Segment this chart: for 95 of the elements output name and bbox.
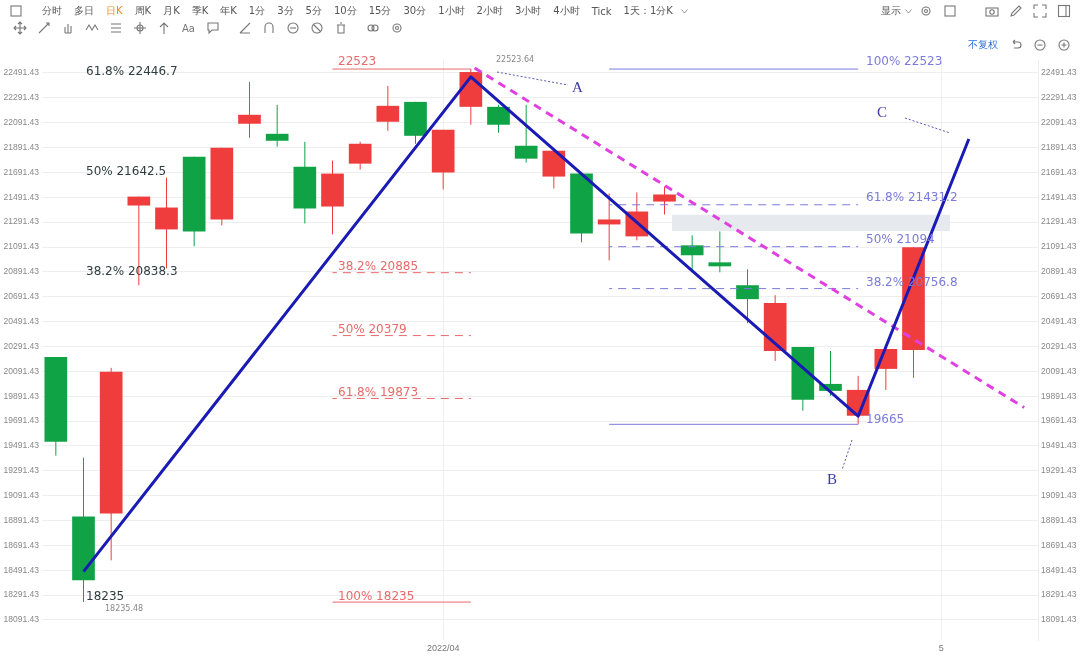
annotation: 61.8% 22446.7 — [86, 64, 178, 79]
y-tick-label: 20691.43 — [3, 291, 40, 302]
text: 2小时 — [476, 4, 503, 18]
y-tick-label: 18491.43 — [3, 564, 40, 575]
x-tick-label: 5 — [938, 642, 944, 653]
annotation: 22523 — [338, 54, 377, 69]
annotation: 18235 — [86, 589, 125, 604]
y2-tick-label: 18091.43 — [1041, 614, 1077, 625]
text: 季K — [191, 4, 209, 18]
annotation: 38.2% 20885 — [338, 259, 419, 274]
text: 周K — [134, 4, 152, 18]
y2-tick-label: 19491.43 — [1041, 440, 1077, 451]
y-tick-label: 20291.43 — [3, 340, 40, 351]
y2-tick-label: 22491.43 — [1041, 67, 1077, 78]
annotation: 100% 22523 — [866, 54, 943, 69]
text: 分时 — [42, 4, 62, 18]
x-tick-label: 2022/04 — [426, 642, 460, 653]
annotation: 100% 18235 — [338, 589, 415, 604]
y2-tick-label: 20291.43 — [1041, 340, 1077, 351]
text: 显示 — [881, 4, 901, 18]
annotation: 61.8% 19873 — [338, 385, 419, 400]
y-tick-label: 21891.43 — [3, 141, 40, 152]
y2-tick-label: 21291.43 — [1041, 216, 1077, 227]
text: 15分 — [368, 4, 392, 18]
y2-tick-label: 21091.43 — [1041, 241, 1077, 252]
y2-tick-label: 20891.43 — [1041, 266, 1077, 277]
annotation: 18235.48 — [105, 604, 144, 614]
text: 多日 — [74, 4, 94, 18]
y-tick-label: 19491.43 — [3, 440, 40, 451]
y2-tick-label: 18491.43 — [1041, 564, 1077, 575]
y-tick-label: 21491.43 — [3, 191, 40, 202]
text: 月K — [163, 4, 180, 18]
candlestick — [708, 230, 732, 273]
text: 10分 — [333, 4, 357, 18]
annotation: 50% 20379 — [338, 322, 407, 337]
candlestick — [736, 268, 759, 324]
y-tick-label: 18891.43 — [3, 514, 40, 525]
candlestick — [487, 104, 510, 134]
text: 3小时 — [514, 4, 542, 18]
y2-tick-label: 18691.43 — [1041, 539, 1077, 550]
y-tick-label: 19291.43 — [3, 465, 40, 476]
y2-tick-label: 18891.43 — [1041, 514, 1077, 525]
text: 1分 — [248, 4, 266, 18]
text: 3分 — [277, 4, 294, 18]
y2-tick-label: 22291.43 — [1041, 92, 1077, 103]
text: 年K — [220, 4, 237, 18]
y-tick-label: 21291.43 — [3, 216, 40, 227]
y2-tick-label: 19291.43 — [1041, 465, 1077, 476]
y2-tick-label: 20491.43 — [1041, 315, 1077, 326]
candlestick — [653, 186, 676, 215]
y-tick-label: 19891.43 — [3, 390, 40, 401]
y-tick-label: 19091.43 — [3, 489, 40, 500]
annotation: 19665 — [866, 412, 905, 427]
y2-tick-label: 21491.43 — [1041, 191, 1077, 202]
y2-tick-label: 19891.43 — [1041, 390, 1077, 401]
y2-tick-label: 19091.43 — [1041, 489, 1077, 500]
y-tick-label: 18091.43 — [3, 614, 40, 625]
y-tick-label: 20891.43 — [3, 266, 40, 277]
text: Aa — [182, 22, 195, 34]
candlestick — [348, 141, 372, 171]
text: 1天：1分K — [623, 4, 673, 18]
text: 4小时 — [553, 4, 580, 18]
annotation: 22523.64 — [496, 55, 535, 65]
y-tick-label: 21091.43 — [3, 241, 40, 252]
candlestick — [514, 104, 538, 164]
y-tick-label: 18291.43 — [3, 589, 40, 600]
y2-tick-label: 20691.43 — [1041, 291, 1077, 302]
y2-tick-label: 21891.43 — [1041, 141, 1077, 152]
y-tick-label: 22091.43 — [3, 117, 40, 128]
y-tick-label: 22491.43 — [3, 67, 40, 78]
annotation: B — [827, 470, 838, 487]
text: 日K — [106, 4, 123, 18]
y2-tick-label: 20091.43 — [1041, 365, 1077, 376]
y-tick-label: 20491.43 — [3, 315, 40, 326]
y-tick-label: 21691.43 — [3, 166, 40, 177]
candlestick — [597, 192, 621, 261]
text: 不复权 — [968, 38, 998, 52]
y-tick-label: 22291.43 — [3, 92, 40, 103]
candlestick — [265, 104, 289, 148]
candlestick — [376, 85, 400, 132]
candlestick — [238, 81, 261, 139]
annotation: C — [877, 103, 888, 120]
text: Tick — [591, 5, 612, 17]
y2-tick-label: 21691.43 — [1041, 166, 1077, 177]
text: 1小时 — [438, 4, 465, 18]
y2-tick-label: 19691.43 — [1041, 415, 1077, 426]
y2-tick-label: 22091.43 — [1041, 117, 1077, 128]
annotation: 50% 21642.5 — [86, 164, 167, 179]
annotation: A — [572, 78, 583, 95]
y-tick-label: 20091.43 — [3, 365, 40, 376]
text: 5分 — [305, 4, 322, 18]
y-tick-label: 18691.43 — [3, 539, 40, 550]
y-tick-label: 19691.43 — [3, 415, 40, 426]
text: 30分 — [403, 4, 427, 18]
y2-tick-label: 18291.43 — [1041, 589, 1077, 600]
